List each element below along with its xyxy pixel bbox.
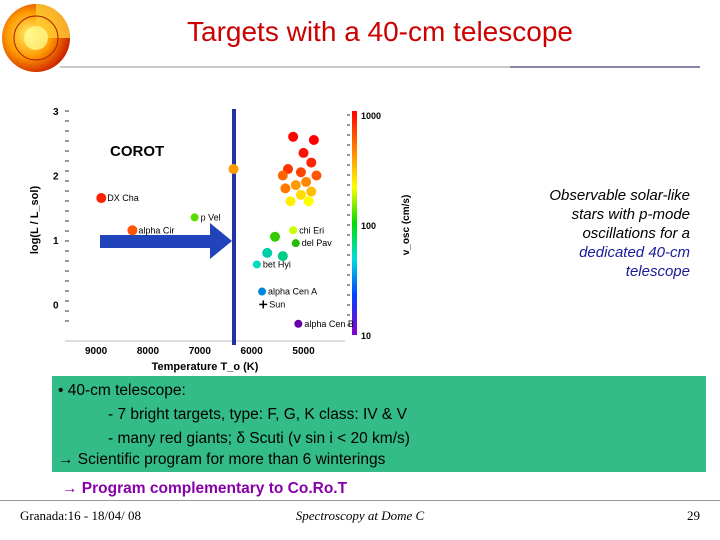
summary-conclusion: → Scientific program for more than 6 win…: [58, 451, 386, 468]
star-label: bet Hyi: [263, 259, 291, 269]
colorbar-tick-label: 100: [361, 221, 376, 231]
data-point: [298, 147, 309, 158]
star-point: [294, 319, 303, 328]
summary-item: - 7 bright targets, type: F, G, K class:…: [108, 406, 407, 423]
colorbar-axis-label: v_osc (cm/s): [401, 195, 412, 256]
observable-stars-note: Observable solar-like stars with p-mode …: [470, 186, 690, 281]
data-point: [277, 251, 288, 262]
slide-title: Targets with a 40-cm telescope: [187, 16, 573, 47]
colorbar: [352, 111, 357, 335]
title-divider-accent: [510, 66, 700, 68]
y-tick-label: 0: [53, 300, 59, 311]
x-axis-label: Temperature T_o (K): [152, 361, 259, 373]
star-point: [291, 239, 300, 248]
footer-title: Spectroscopy at Dome C: [295, 508, 425, 523]
x-tick-label: 5000: [292, 346, 315, 357]
data-point: [306, 186, 317, 197]
note-line: telescope: [625, 263, 690, 280]
star-point: [289, 226, 298, 235]
x-tick-label: 7000: [189, 346, 212, 357]
star-point: [252, 260, 261, 269]
data-point: [306, 157, 317, 168]
page-number: 29: [687, 508, 700, 523]
arrow-head: [210, 223, 232, 259]
complementary-program-line: → Program complementary to Co.Ro.T: [62, 480, 348, 497]
x-tick-label: 6000: [241, 346, 264, 357]
data-point: [262, 247, 273, 258]
data-point: [295, 189, 306, 200]
data-point: [295, 167, 306, 178]
summary-item: - many red giants; δ Scuti (v sin i < 20…: [108, 430, 410, 447]
y-tick-label: 2: [53, 171, 59, 182]
data-point: [285, 196, 296, 207]
note-line: stars with p-mode: [571, 206, 690, 223]
y-axis-label: log(L / L_sol): [29, 186, 41, 255]
x-tick-label: 9000: [85, 346, 108, 357]
star-label: p Vel: [201, 212, 221, 222]
colorbar-tick-label: 10: [361, 331, 371, 341]
corot-label: COROT: [110, 143, 164, 160]
data-point: [303, 196, 314, 207]
data-point: [228, 164, 239, 175]
data-point: [277, 170, 288, 181]
note-line: Observable solar-like: [549, 187, 690, 204]
sun-cutaway-icon: [2, 4, 70, 72]
star-point: [127, 225, 138, 236]
title-divider: [60, 66, 510, 68]
hr-diagram-chart: DX Cha alpha Cir p Vel bet Hyi alpha Cen A Su…: [29, 107, 412, 373]
arrow-shaft: [100, 235, 212, 248]
footer-divider: [0, 500, 720, 501]
y-tick-label: 3: [53, 107, 59, 118]
star-label: DX Cha: [107, 193, 139, 203]
summary-heading: • 40-cm telescope:: [58, 382, 186, 399]
data-point: [308, 135, 319, 146]
star-point: [96, 193, 107, 204]
note-line: dedicated 40-cm: [579, 244, 690, 261]
summary-box: [52, 376, 706, 472]
star-label: del Pav: [302, 238, 333, 248]
star-point: [190, 213, 199, 222]
star-point: [258, 287, 267, 296]
data-point: [290, 180, 301, 191]
data-point: [280, 183, 291, 194]
data-point: [301, 176, 312, 187]
star-label: alpha Cen A: [268, 287, 317, 297]
star-label: alpha Cir: [138, 225, 174, 235]
colorbar-tick-label: 1000: [361, 111, 381, 121]
star-label: Sun: [269, 299, 285, 309]
data-point: [288, 131, 299, 142]
note-line: oscillations for a: [582, 225, 690, 242]
star-label: chi Eri: [299, 225, 324, 235]
footer-date: Granada:16 - 18/04/ 08: [20, 508, 141, 523]
vertical-boundary-line: [232, 109, 236, 345]
data-point: [270, 231, 280, 242]
data-point: [311, 170, 322, 181]
y-tick-label: 1: [53, 236, 59, 247]
star-label: alpha Cen B: [304, 319, 354, 329]
x-tick-label: 8000: [137, 346, 160, 357]
